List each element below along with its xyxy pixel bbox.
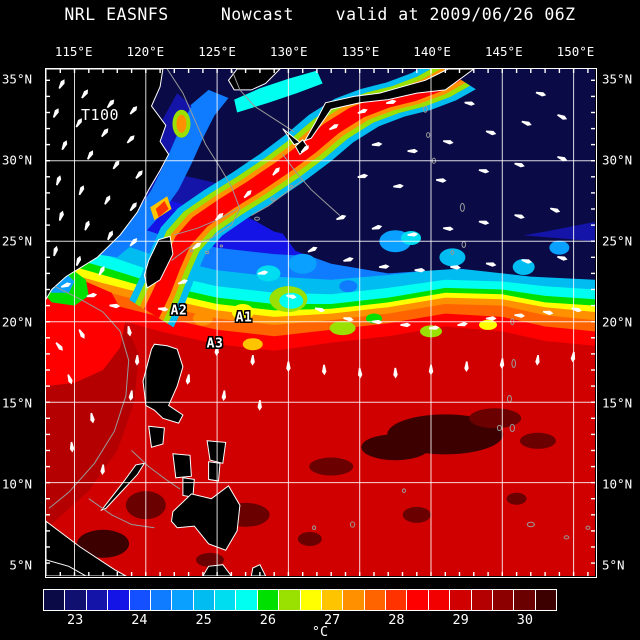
sst-field: [46, 69, 595, 576]
lat-tick-right-35N: 35°N: [602, 71, 633, 87]
lon-tick-120E: 120°E: [126, 44, 165, 59]
colorbar-tick-23: 23: [66, 612, 84, 628]
colorbar-swatch-5: [150, 590, 173, 610]
colorbar-swatch-0: [44, 590, 66, 610]
lat-tick-left-10N: 10°N: [1, 476, 32, 492]
lat-tick-left-15N: 15°N: [1, 395, 32, 411]
lat-tick-left-5N: 5°N: [9, 557, 32, 573]
colorbar-swatch-6: [172, 590, 194, 610]
lat-tick-left-30N: 30°N: [1, 152, 32, 168]
lat-tick-right-30N: 30°N: [602, 152, 633, 168]
colorbar-swatch-18: [428, 590, 451, 610]
colorbar-tick-25: 25: [195, 612, 212, 628]
lon-tick-140E: 140°E: [413, 44, 451, 59]
lat-tick-right-15N: 15°N: [602, 395, 633, 411]
lon-tick-145E: 145°E: [484, 44, 523, 59]
colorbar-swatch-22: [514, 590, 536, 610]
colorbar-swatch-23: [535, 590, 556, 610]
colorbar-swatch-1: [65, 590, 87, 610]
colorbar-unit-label: °C: [311, 624, 329, 640]
lon-tick-150E: 150°E: [556, 44, 595, 59]
colorbar-swatch-10: [257, 590, 280, 610]
colorbar-swatch-11: [279, 590, 301, 610]
colorbar-swatch-9: [236, 590, 258, 610]
colorbar-swatch-7: [193, 590, 215, 610]
colorbar: [43, 589, 557, 611]
lat-tick-left-20N: 20°N: [1, 314, 32, 330]
colorbar-swatch-13: [321, 590, 344, 610]
colorbar-swatch-4: [129, 590, 151, 610]
colorbar-swatch-17: [407, 590, 429, 610]
lon-tick-125E: 125°E: [198, 44, 236, 59]
colorbar-tick-24: 24: [131, 612, 148, 628]
colorbar-swatch-15: [364, 590, 386, 610]
colorbar-tick-30: 30: [516, 612, 534, 628]
lon-tick-115E: 115°E: [54, 44, 93, 59]
colorbar-swatch-3: [108, 590, 130, 610]
lat-tick-left-25N: 25°N: [1, 233, 32, 249]
colorbar-swatch-21: [492, 590, 515, 610]
figure-title: NRL EASNFS Nowcast valid at 2009/06/26 0…: [64, 5, 576, 24]
colorbar-swatch-2: [86, 590, 109, 610]
colorbar-tick-29: 29: [452, 612, 469, 628]
lat-tick-left-35N: 35°N: [1, 71, 32, 87]
lat-tick-right-10N: 10°N: [602, 476, 633, 492]
map-plot-area: [45, 68, 597, 578]
colorbar-swatch-14: [343, 590, 365, 610]
lat-tick-right-25N: 25°N: [602, 233, 633, 249]
colorbar-tick-28: 28: [388, 612, 405, 628]
colorbar-tick-27: 27: [323, 612, 341, 628]
colorbar-swatch-20: [471, 590, 493, 610]
lon-tick-135E: 135°E: [341, 44, 380, 59]
colorbar-swatch-19: [450, 590, 472, 610]
lon-tick-130E: 130°E: [269, 44, 308, 59]
colorbar-swatch-12: [300, 590, 322, 610]
colorbar-tick-26: 26: [259, 612, 277, 628]
colorbar-swatch-16: [386, 590, 408, 610]
colorbar-swatch-8: [215, 590, 237, 610]
lat-tick-right-20N: 20°N: [602, 314, 633, 330]
lat-tick-right-5N: 5°N: [602, 557, 625, 573]
